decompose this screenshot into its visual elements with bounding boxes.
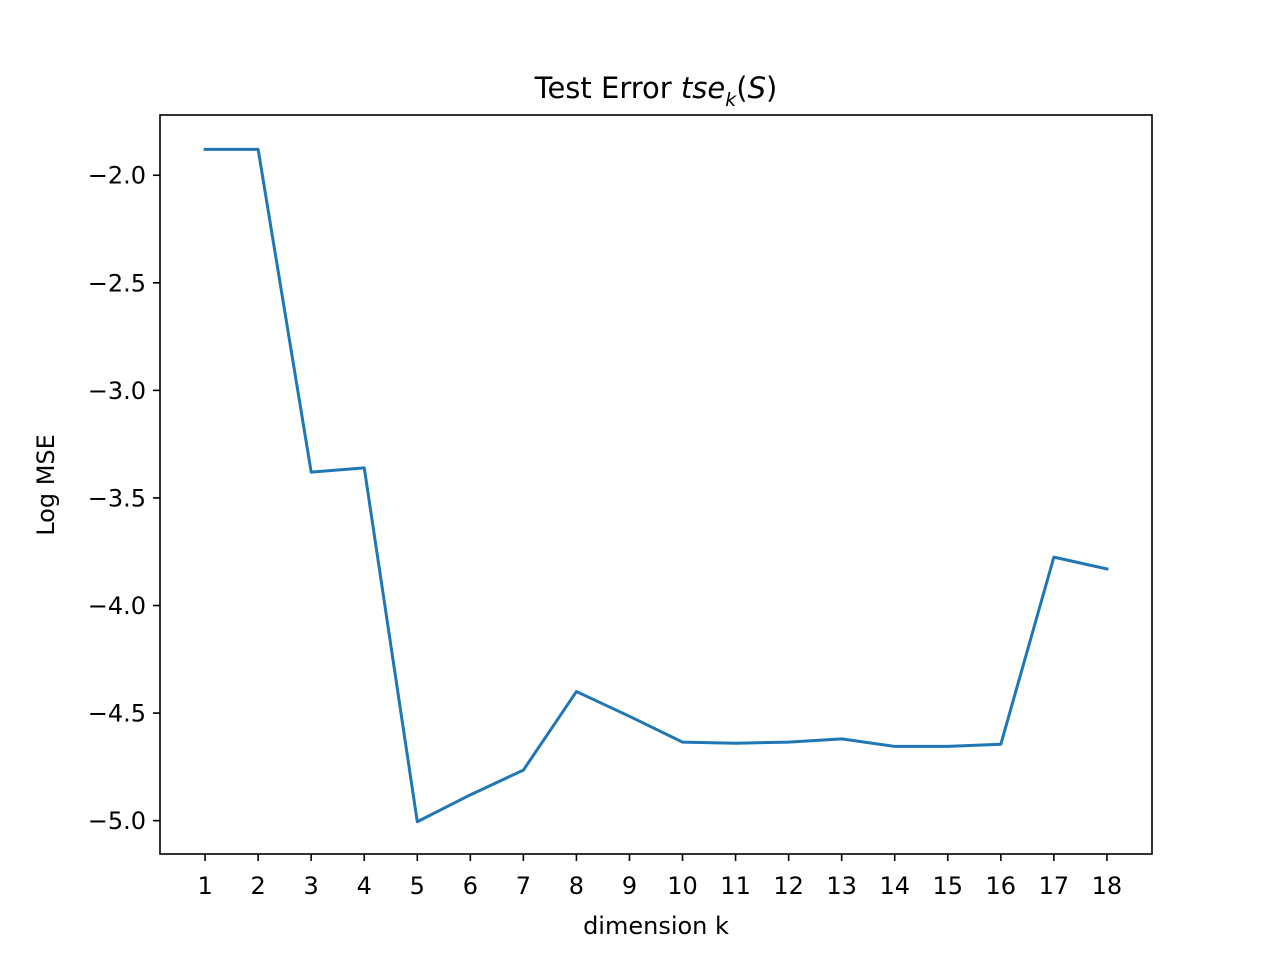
x-tick-label: 8 bbox=[569, 872, 584, 900]
chart-title-math-argument: S bbox=[748, 71, 766, 105]
chart-title-math-close-paren: ) bbox=[766, 71, 777, 105]
x-tick-label: 14 bbox=[879, 872, 910, 900]
chart-title-math-base: tse bbox=[681, 71, 725, 105]
chart-title-math-open-paren: ( bbox=[736, 71, 747, 105]
x-tick-label: 15 bbox=[932, 872, 963, 900]
series-line-0 bbox=[203, 147, 1109, 824]
x-tick-label: 11 bbox=[720, 872, 751, 900]
y-tick-label: −2.0 bbox=[88, 162, 146, 190]
x-tick-label: 1 bbox=[197, 872, 212, 900]
x-tick-label: 13 bbox=[826, 872, 857, 900]
y-tick-label: −3.0 bbox=[88, 377, 146, 405]
x-tick-label: 2 bbox=[250, 872, 265, 900]
x-axis-label: dimension k bbox=[583, 912, 729, 940]
x-tick-label: 18 bbox=[1092, 872, 1123, 900]
x-tick-label: 4 bbox=[357, 872, 372, 900]
y-tick-label: −3.5 bbox=[88, 484, 146, 512]
x-tick-label: 12 bbox=[773, 872, 804, 900]
y-tick-label: −5.0 bbox=[88, 807, 146, 835]
y-tick-label: −4.5 bbox=[88, 700, 146, 728]
chart-title-math-subscript: k bbox=[725, 89, 737, 111]
series-layer bbox=[203, 147, 1109, 824]
chart-title-text: Test Error bbox=[534, 71, 681, 105]
y-axis-label: Log MSE bbox=[32, 434, 60, 536]
x-tick-label: 6 bbox=[463, 872, 478, 900]
y-tick-label: −2.5 bbox=[88, 269, 146, 297]
chart-title: Test Error tsek(S) bbox=[534, 71, 778, 111]
y-axis: −2.0 −2.5 −3.0 −3.5 −4.0 −4.5 −5.0 bbox=[88, 162, 160, 835]
x-tick-label: 7 bbox=[516, 872, 531, 900]
plot-frame bbox=[159, 114, 1153, 855]
x-tick-label: 16 bbox=[986, 872, 1017, 900]
y-tick-label: −4.0 bbox=[88, 592, 146, 620]
x-axis: 1 2 3 4 5 6 7 8 9 10 11 12 13 14 15 16 17 18 bbox=[197, 854, 1122, 900]
x-tick-label: 9 bbox=[622, 872, 637, 900]
x-tick-label: 3 bbox=[304, 872, 319, 900]
x-tick-label: 17 bbox=[1039, 872, 1070, 900]
x-tick-label: 10 bbox=[667, 872, 698, 900]
x-tick-label: 5 bbox=[410, 872, 425, 900]
